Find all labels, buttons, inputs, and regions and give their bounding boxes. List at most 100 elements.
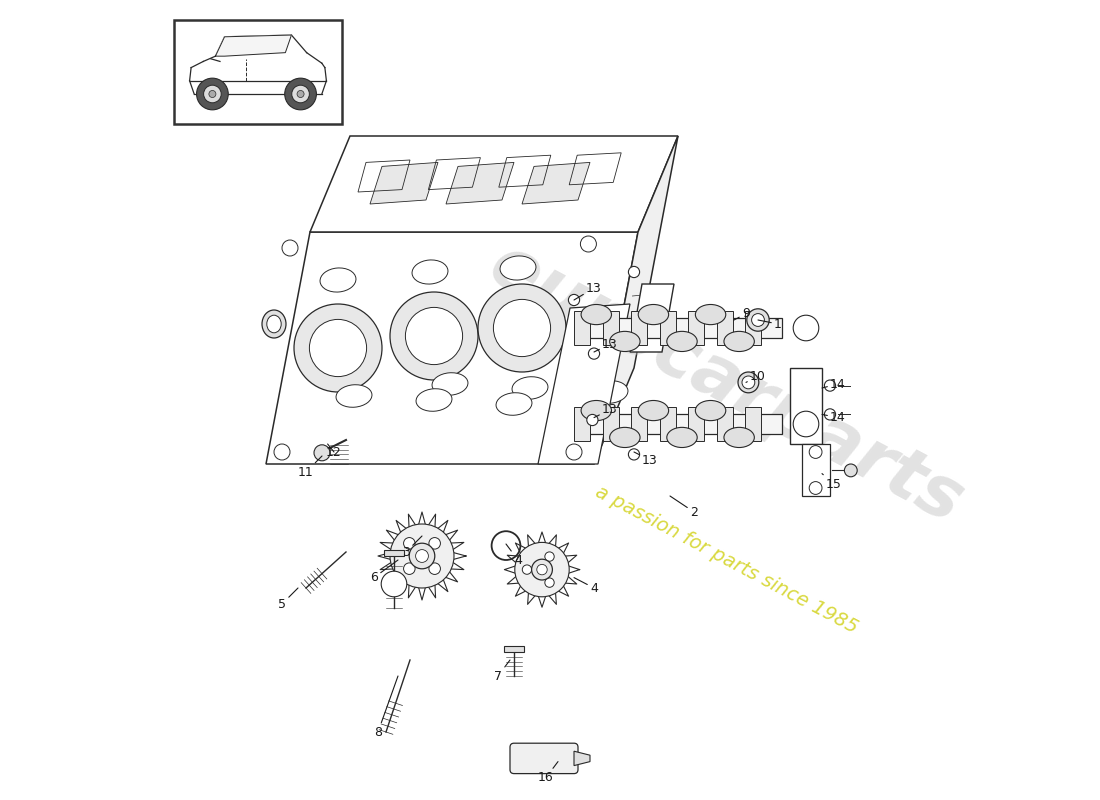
Ellipse shape bbox=[724, 331, 755, 351]
Text: 9: 9 bbox=[734, 307, 750, 320]
Text: 12: 12 bbox=[326, 444, 342, 458]
Circle shape bbox=[588, 348, 600, 359]
Polygon shape bbox=[689, 407, 704, 441]
Ellipse shape bbox=[695, 305, 726, 325]
Ellipse shape bbox=[416, 389, 452, 411]
Polygon shape bbox=[802, 444, 830, 496]
Text: 15: 15 bbox=[822, 474, 842, 490]
Ellipse shape bbox=[500, 256, 536, 280]
Polygon shape bbox=[689, 311, 704, 345]
Polygon shape bbox=[538, 304, 630, 464]
Circle shape bbox=[581, 236, 596, 252]
Polygon shape bbox=[660, 407, 675, 441]
Polygon shape bbox=[582, 414, 782, 434]
Polygon shape bbox=[594, 136, 678, 464]
Polygon shape bbox=[746, 311, 761, 345]
Ellipse shape bbox=[609, 331, 640, 351]
Circle shape bbox=[628, 449, 639, 460]
Circle shape bbox=[390, 524, 454, 588]
Polygon shape bbox=[631, 311, 647, 345]
Ellipse shape bbox=[638, 305, 669, 325]
Circle shape bbox=[793, 411, 818, 437]
Circle shape bbox=[382, 571, 407, 597]
Circle shape bbox=[569, 294, 580, 306]
Text: 13: 13 bbox=[594, 403, 618, 418]
Polygon shape bbox=[370, 162, 438, 204]
Polygon shape bbox=[631, 407, 647, 441]
Polygon shape bbox=[522, 162, 590, 204]
Ellipse shape bbox=[432, 373, 468, 395]
Circle shape bbox=[478, 284, 566, 372]
Text: 13: 13 bbox=[574, 282, 602, 300]
Ellipse shape bbox=[336, 385, 372, 407]
Text: a passion for parts since 1985: a passion for parts since 1985 bbox=[592, 482, 860, 638]
Circle shape bbox=[209, 90, 216, 98]
Polygon shape bbox=[384, 550, 404, 556]
Ellipse shape bbox=[738, 372, 759, 393]
Circle shape bbox=[285, 78, 317, 110]
Circle shape bbox=[292, 86, 309, 102]
Ellipse shape bbox=[262, 310, 286, 338]
Polygon shape bbox=[574, 751, 590, 766]
Circle shape bbox=[531, 559, 552, 580]
Ellipse shape bbox=[581, 401, 612, 421]
Polygon shape bbox=[378, 512, 466, 600]
Text: 3: 3 bbox=[403, 536, 422, 558]
Text: 14: 14 bbox=[822, 411, 846, 424]
Polygon shape bbox=[582, 318, 782, 338]
Circle shape bbox=[204, 86, 221, 102]
Ellipse shape bbox=[742, 376, 755, 389]
Text: 6: 6 bbox=[370, 560, 398, 584]
Text: 2: 2 bbox=[670, 496, 697, 518]
Circle shape bbox=[566, 444, 582, 460]
Circle shape bbox=[494, 299, 551, 357]
Circle shape bbox=[404, 563, 415, 574]
Polygon shape bbox=[660, 311, 675, 345]
Circle shape bbox=[314, 445, 330, 461]
Polygon shape bbox=[790, 368, 822, 444]
Polygon shape bbox=[266, 232, 638, 464]
Text: 8: 8 bbox=[374, 676, 398, 738]
Circle shape bbox=[429, 538, 440, 549]
Polygon shape bbox=[505, 532, 580, 607]
Ellipse shape bbox=[581, 305, 612, 325]
Circle shape bbox=[297, 90, 304, 98]
Circle shape bbox=[197, 78, 228, 110]
Text: 16: 16 bbox=[538, 762, 558, 784]
Circle shape bbox=[522, 565, 531, 574]
Ellipse shape bbox=[592, 381, 628, 403]
Ellipse shape bbox=[320, 268, 356, 292]
Ellipse shape bbox=[667, 331, 697, 351]
Circle shape bbox=[824, 409, 836, 420]
Circle shape bbox=[406, 307, 463, 365]
Polygon shape bbox=[505, 646, 524, 652]
Circle shape bbox=[294, 304, 382, 392]
Polygon shape bbox=[574, 311, 590, 345]
Circle shape bbox=[544, 578, 554, 587]
Text: eurocarparts: eurocarparts bbox=[477, 230, 975, 538]
FancyBboxPatch shape bbox=[510, 743, 578, 774]
Bar bbox=[174, 20, 342, 124]
Polygon shape bbox=[717, 311, 733, 345]
Circle shape bbox=[793, 315, 818, 341]
Circle shape bbox=[390, 292, 478, 380]
Ellipse shape bbox=[724, 427, 755, 447]
Circle shape bbox=[404, 538, 415, 549]
Ellipse shape bbox=[512, 377, 548, 399]
Circle shape bbox=[537, 565, 547, 574]
Circle shape bbox=[810, 446, 822, 458]
Circle shape bbox=[544, 552, 554, 562]
Text: 1: 1 bbox=[758, 318, 782, 330]
Circle shape bbox=[845, 464, 857, 477]
Circle shape bbox=[429, 563, 440, 574]
Ellipse shape bbox=[667, 427, 697, 447]
Circle shape bbox=[409, 543, 434, 569]
Circle shape bbox=[824, 380, 836, 391]
Polygon shape bbox=[746, 407, 761, 441]
Text: 14: 14 bbox=[822, 378, 846, 390]
Circle shape bbox=[628, 266, 639, 278]
Ellipse shape bbox=[267, 315, 282, 333]
Circle shape bbox=[586, 414, 598, 426]
Ellipse shape bbox=[412, 260, 448, 284]
Polygon shape bbox=[216, 35, 292, 56]
